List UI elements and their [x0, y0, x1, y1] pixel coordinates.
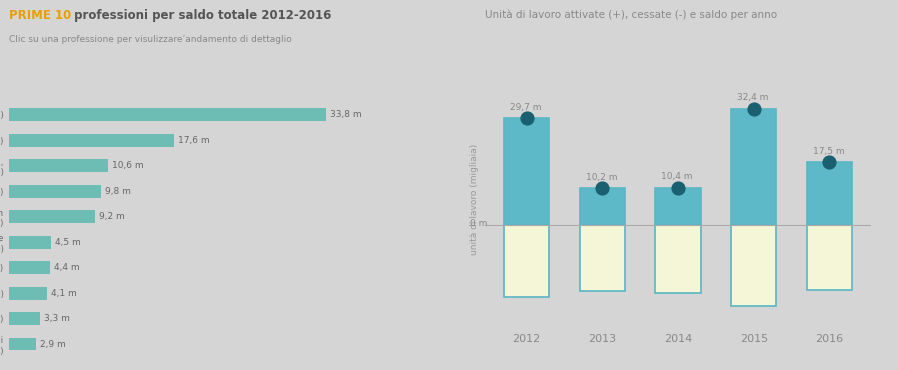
Bar [731, 108, 777, 225]
Bar [9, 338, 36, 350]
Y-axis label: unità di lavoro (migliaia): unità di lavoro (migliaia) [471, 144, 480, 255]
Point [746, 105, 761, 111]
Text: 4,5 m: 4,5 m [55, 238, 81, 247]
Point [671, 185, 685, 191]
Bar [656, 188, 700, 225]
Bar [731, 225, 777, 306]
Point [595, 185, 610, 191]
Text: 17,5 m: 17,5 m [813, 147, 844, 156]
Text: 10,6 m: 10,6 m [112, 161, 144, 170]
Point [823, 159, 837, 165]
Text: Unità di lavoro attivate (+), cessate (-) e saldo per anno: Unità di lavoro attivate (+), cessate (-… [485, 9, 777, 20]
Bar [579, 225, 625, 292]
Text: 33,8 m: 33,8 m [330, 110, 362, 119]
Bar [9, 108, 326, 121]
Text: professioni per saldo totale 2012-2016: professioni per saldo totale 2012-2016 [70, 9, 331, 22]
Bar [9, 261, 50, 274]
Bar [9, 210, 95, 223]
Bar [9, 236, 51, 249]
Text: 2,9 m: 2,9 m [40, 340, 66, 349]
Text: 0 m: 0 m [470, 219, 488, 228]
Point [519, 115, 533, 121]
Text: 9,2 m: 9,2 m [99, 212, 125, 221]
Bar [806, 225, 852, 290]
Text: 29,7 m: 29,7 m [510, 103, 541, 112]
Bar [806, 162, 852, 225]
Bar [9, 134, 174, 147]
Text: PRIME 10: PRIME 10 [9, 9, 71, 22]
Text: 17,6 m: 17,6 m [178, 136, 209, 145]
Bar [656, 225, 700, 293]
Text: Clic su una professione per visulizzare’andamento di dettaglio: Clic su una professione per visulizzare’… [9, 35, 292, 44]
Bar [579, 188, 625, 225]
Bar [504, 225, 550, 297]
Bar [9, 185, 101, 198]
Text: 10,2 m: 10,2 m [585, 173, 617, 182]
Bar [9, 287, 48, 299]
Bar [9, 312, 40, 325]
Text: 9,8 m: 9,8 m [105, 186, 130, 196]
Bar [9, 159, 109, 172]
Text: 4,4 m: 4,4 m [54, 263, 80, 272]
Text: 10,4 m: 10,4 m [661, 172, 693, 181]
Text: 3,3 m: 3,3 m [44, 314, 69, 323]
Text: 32,4 m: 32,4 m [737, 93, 769, 102]
Text: 4,1 m: 4,1 m [51, 289, 77, 297]
Bar [504, 118, 550, 225]
